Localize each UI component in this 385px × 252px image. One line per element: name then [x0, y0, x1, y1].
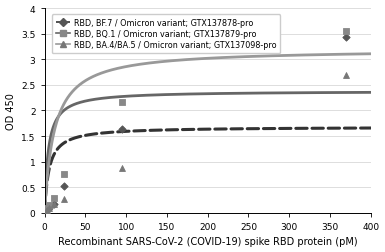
Point [46, 206, 52, 210]
Point [119, 167, 125, 171]
Point [51, 202, 57, 206]
Point [44, 207, 50, 211]
Point [51, 196, 57, 200]
Point [44, 206, 50, 210]
Point [119, 100, 125, 104]
Point [61, 173, 67, 177]
Point [44, 208, 50, 212]
Point [343, 29, 350, 34]
Point [43, 208, 49, 212]
X-axis label: Recombinant SARS-CoV-2 (COVID-19) spike RBD protein (pM): Recombinant SARS-CoV-2 (COVID-19) spike … [58, 237, 358, 246]
Point [119, 128, 125, 132]
Point [46, 203, 52, 207]
Point [51, 202, 57, 206]
Y-axis label: OD 450: OD 450 [5, 93, 15, 129]
Point [61, 197, 67, 201]
Point [46, 206, 52, 210]
Point [43, 208, 49, 212]
Legend: RBD, BF.7 / Omicron variant; GTX137878-pro, RBD, BQ.1 / Omicron variant; GTX1378: RBD, BF.7 / Omicron variant; GTX137878-p… [52, 15, 280, 54]
Point [343, 73, 350, 77]
Point [61, 184, 67, 188]
Point [343, 36, 350, 40]
Point [43, 209, 49, 213]
